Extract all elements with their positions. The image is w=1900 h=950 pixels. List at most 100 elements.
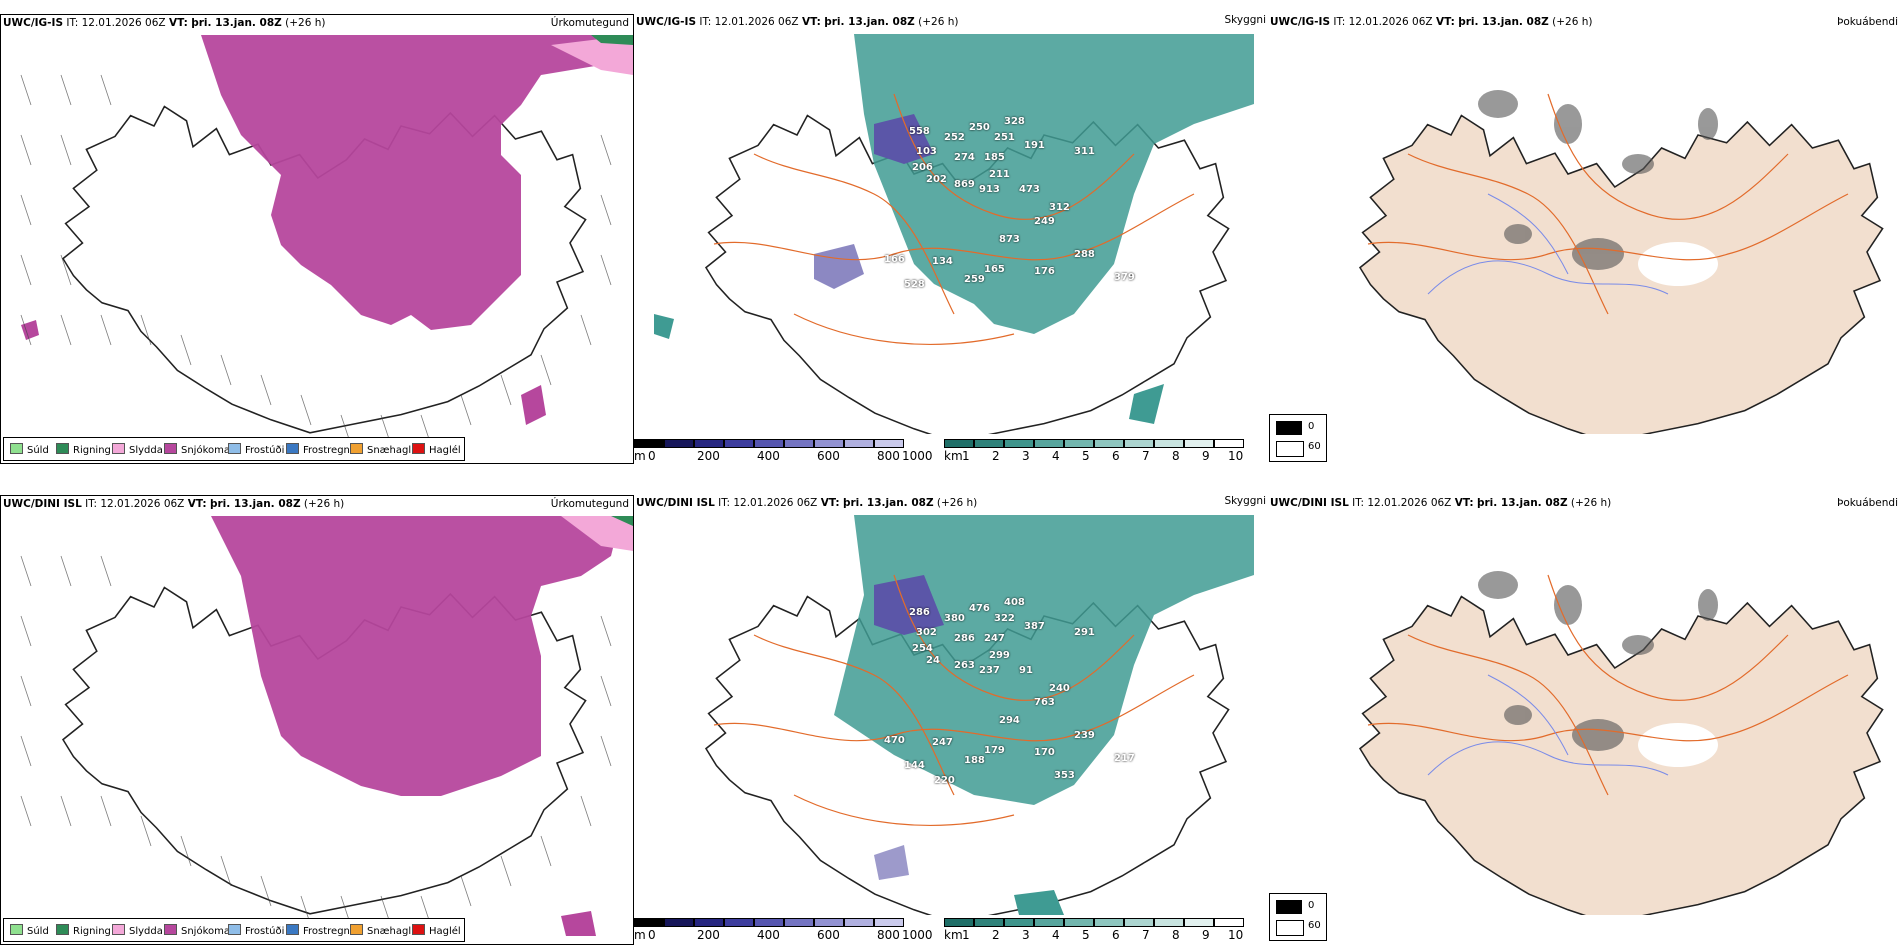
cloud-height-label: 211	[989, 169, 1010, 180]
panel-header: UWC/IG-IS IT: 12.01.2026 06Z VT: þri. 13…	[636, 16, 959, 28]
height-colorbar: m 0 200 400 600 800 1000	[634, 439, 934, 469]
panel-title: Þokuábendi	[1837, 497, 1898, 509]
panel-title: Skyggni	[1224, 495, 1267, 507]
cloud-height-label: 379	[1114, 272, 1135, 283]
panel-header: UWC/DINI ISL IT: 12.01.2026 06Z VT: þri.…	[3, 498, 345, 510]
cloud-height-label: 170	[1034, 747, 1055, 758]
panel-title: Þokuábendi	[1837, 16, 1898, 28]
cloud-height-label: 220	[934, 775, 955, 786]
precip-panel-top: UWC/IG-IS IT: 12.01.2026 06Z VT: þri. 13…	[0, 14, 634, 464]
fog-map-bottom	[1359, 571, 1884, 915]
legend-item: Súld	[10, 924, 49, 937]
cloud-height-label: 473	[1019, 184, 1040, 195]
cloud-height-label: 250	[969, 122, 990, 133]
cloud-height-label: 470	[884, 735, 905, 746]
cloud-height-label: 274	[954, 152, 975, 163]
cloud-height-label: 286	[909, 607, 930, 618]
legend-item: Snjókoma	[164, 924, 230, 937]
cloud-height-label: 299	[989, 650, 1010, 661]
cloud-height-label: 387	[1024, 621, 1045, 632]
cloud-height-label: 873	[999, 234, 1020, 245]
panel-header: UWC/DINI ISL IT: 12.01.2026 06Z VT: þri.…	[636, 497, 978, 509]
cloud-height-label: 134	[932, 256, 953, 267]
cloud-height-label: 166	[884, 254, 905, 265]
cloud-height-label: 311	[1074, 146, 1095, 157]
cloud-height-label: 191	[1024, 140, 1045, 151]
cloud-height-label: 291	[1074, 627, 1095, 638]
cloud-height-label: 240	[1049, 683, 1070, 694]
panel-title: Úrkomutegund	[550, 498, 629, 510]
cloud-height-label: 252	[944, 132, 965, 143]
cloud-height-label: 259	[964, 274, 985, 285]
cloud-height-label: 24	[926, 655, 940, 666]
cloud-height-label: 476	[969, 603, 990, 614]
cloud-height-label: 353	[1054, 770, 1075, 781]
cloud-height-label: 286	[954, 633, 975, 644]
cloud-height-label: 239	[1074, 730, 1095, 741]
fog-map-top	[1359, 90, 1884, 434]
cloud-height-label: 188	[964, 755, 985, 766]
cloud-height-label: 763	[1034, 697, 1055, 708]
cloud-height-label: 263	[954, 660, 975, 671]
cloud-height-label: 165	[984, 264, 1005, 275]
cloud-map-top	[654, 34, 1254, 434]
cloud-height-label: 322	[994, 613, 1015, 624]
cloud-height-label: 294	[999, 715, 1020, 726]
cloud-height-label: 869	[954, 179, 975, 190]
visibility-colorbar: km 1 2 3 4 5 6 7 8 9 10	[944, 918, 1254, 948]
cloud-height-label: 408	[1004, 597, 1025, 608]
cloud-height-label: 288	[1074, 249, 1095, 260]
fog-legend: 0 60	[1269, 893, 1327, 941]
cloud-height-label: 217	[1114, 753, 1135, 764]
legend-item: Frostúði	[228, 924, 284, 937]
cloud-height-label: 328	[1004, 116, 1025, 127]
cloud-height-label: 144	[904, 760, 925, 771]
height-colorbar: m 0 200 400 600 800 1000	[634, 918, 934, 948]
legend-item: Haglél	[412, 443, 461, 456]
fog-legend: 0 60	[1269, 414, 1327, 462]
legend-item: Snjókoma	[164, 443, 230, 456]
cloud-map-bottom	[705, 515, 1254, 915]
panel-header: UWC/IG-IS IT: 12.01.2026 06Z VT: þri. 13…	[1270, 16, 1593, 28]
legend-item: Rigning	[56, 443, 111, 456]
precip-legend: Súld Rigning Slydda Snjókoma Frostúði Fr…	[3, 437, 465, 461]
cloud-height-label: 528	[904, 279, 925, 290]
legend-item: Haglél	[412, 924, 461, 937]
cloud-height-label: 247	[932, 737, 953, 748]
cloud-height-label: 176	[1034, 266, 1055, 277]
cloud-height-label: 913	[979, 184, 1000, 195]
fog-panel-top: UWC/IG-IS IT: 12.01.2026 06Z VT: þri. 13…	[1268, 14, 1900, 464]
visibility-colorbar: km 1 2 3 4 5 6 7 8 9 10	[944, 439, 1254, 469]
precip-panel-bottom: UWC/DINI ISL IT: 12.01.2026 06Z VT: þri.…	[0, 495, 634, 945]
panel-header: UWC/DINI ISL IT: 12.01.2026 06Z VT: þri.…	[1270, 497, 1612, 509]
legend-item: Slydda	[112, 924, 163, 937]
panel-header: UWC/IG-IS IT: 12.01.2026 06Z VT: þri. 13…	[3, 17, 326, 29]
cloud-height-label: 251	[994, 132, 1015, 143]
cloud-height-label: 179	[984, 745, 1005, 756]
cloud-height-label: 558	[909, 126, 930, 137]
precip-legend: Súld Rigning Slydda Snjókoma Frostúði Fr…	[3, 918, 465, 942]
legend-item: Frostregn	[286, 924, 350, 937]
cloud-height-label: 103	[916, 146, 937, 157]
fog-panel-bottom: UWC/DINI ISL IT: 12.01.2026 06Z VT: þri.…	[1268, 495, 1900, 945]
cloud-height-label: 185	[984, 152, 1005, 163]
precip-map-bottom	[20, 516, 633, 936]
cloud-height-label: 91	[1019, 665, 1033, 676]
cloud-height-label: 302	[916, 627, 937, 638]
legend-item: Snæhagl	[350, 924, 411, 937]
cloud-panel-top: UWC/IG-IS IT: 12.01.2026 06Z VT: þri. 13…	[634, 14, 1327, 464]
cloud-height-label: 206	[912, 162, 933, 173]
precip-map-top	[20, 35, 633, 446]
cloud-height-label: 254	[912, 643, 933, 654]
legend-item: Frostregn	[286, 443, 350, 456]
legend-item: Rigning	[56, 924, 111, 937]
panel-title: Úrkomutegund	[550, 17, 629, 29]
legend-item: Frostúði	[228, 443, 284, 456]
cloud-height-label: 249	[1034, 216, 1055, 227]
legend-item: Súld	[10, 443, 49, 456]
cloud-height-label: 380	[944, 613, 965, 624]
legend-item: Slydda	[112, 443, 163, 456]
cloud-height-label: 202	[926, 174, 947, 185]
panel-title: Skyggni	[1224, 14, 1267, 26]
legend-item: Snæhagl	[350, 443, 411, 456]
